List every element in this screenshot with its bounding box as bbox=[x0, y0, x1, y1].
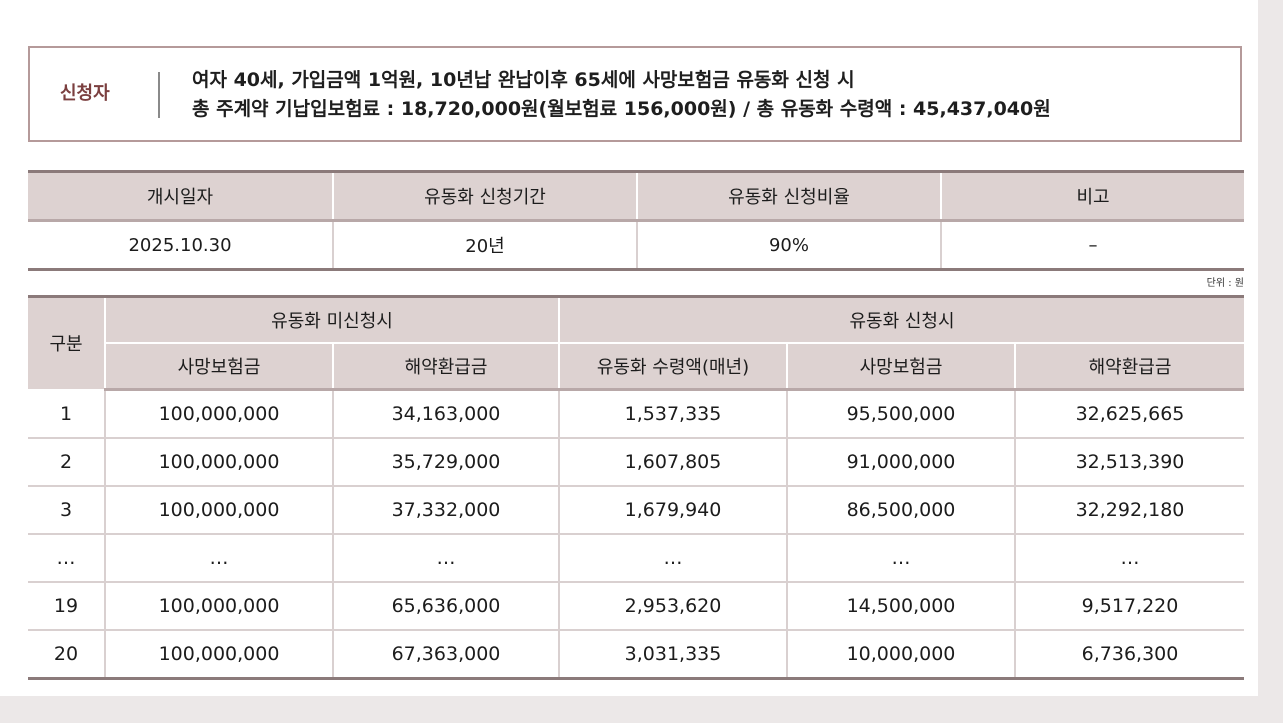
row-year: 19 bbox=[28, 582, 106, 631]
header-category: 구분 bbox=[28, 296, 106, 391]
header-surrender-applied: 해약환급금 bbox=[1015, 343, 1244, 391]
cell-surrender-not-applied: 34,163,000 bbox=[333, 389, 560, 439]
cell-death-benefit-applied: 86,500,000 bbox=[787, 486, 1016, 535]
cell-death-benefit-applied: 95,500,000 bbox=[787, 389, 1016, 439]
cell-death-benefit-not-applied: 100,000,000 bbox=[105, 486, 334, 535]
row-year: … bbox=[28, 534, 106, 583]
applicant-divider bbox=[158, 72, 160, 118]
cell-surrender-applied: 32,625,665 bbox=[1015, 389, 1244, 439]
info-header-row: 개시일자 유동화 신청기간 유동화 신청비율 비고 bbox=[28, 171, 1244, 222]
table-row: 2 100,000,000 35,729,000 1,607,805 91,00… bbox=[28, 438, 1244, 487]
header-death-benefit-applied: 사망보험금 bbox=[787, 343, 1016, 391]
cell-surrender-applied: … bbox=[1015, 534, 1244, 583]
cell-annual-payout: 3,031,335 bbox=[559, 630, 788, 679]
cell-annual-payout: 2,953,620 bbox=[559, 582, 788, 631]
header-annual-payout: 유동화 수령액(매년) bbox=[559, 343, 788, 391]
cell-death-benefit-not-applied: 100,000,000 bbox=[105, 438, 334, 487]
info-note: – bbox=[1088, 234, 1098, 256]
info-value-row: 2025.10.30 20년 90% – bbox=[28, 220, 1244, 270]
header-surrender-not-applied: 해약환급금 bbox=[333, 343, 560, 391]
cell-annual-payout: 1,607,805 bbox=[559, 438, 788, 487]
cell-death-benefit-applied: 10,000,000 bbox=[787, 630, 1016, 679]
table-row: 1 100,000,000 34,163,000 1,537,335 95,50… bbox=[28, 389, 1244, 439]
header-death-benefit-not-applied: 사망보험금 bbox=[105, 343, 334, 391]
group-header-row: 구분 유동화 미신청시 유동화 신청시 bbox=[28, 296, 1244, 391]
cell-death-benefit-applied: 14,500,000 bbox=[787, 582, 1016, 631]
cell-surrender-applied: 9,517,220 bbox=[1015, 582, 1244, 631]
table-row: 19 100,000,000 65,636,000 2,953,620 14,5… bbox=[28, 582, 1244, 631]
table-row: 20 100,000,000 67,363,000 3,031,335 10,0… bbox=[28, 630, 1244, 679]
liquidation-table: 구분 유동화 미신청시 유동화 신청시 사망보험금 해약환급금 유동화 수령액(… bbox=[28, 295, 1244, 680]
cell-death-benefit-not-applied: 100,000,000 bbox=[105, 630, 334, 679]
info-header-start-date: 개시일자 bbox=[28, 171, 334, 222]
cell-surrender-applied: 32,513,390 bbox=[1015, 438, 1244, 487]
info-header-note: 비고 bbox=[941, 171, 1244, 222]
unit-note: 단위 : 원 bbox=[1206, 278, 1244, 289]
info-table: 개시일자 유동화 신청기간 유동화 신청비율 비고 2025.10.30 20년… bbox=[28, 170, 1244, 271]
cell-surrender-not-applied: 37,332,000 bbox=[333, 486, 560, 535]
applicant-line-1: 여자 40세, 가입금액 1억원, 10년납 완납이후 65세에 사망보험금 유… bbox=[192, 69, 855, 91]
info-ratio: 90% bbox=[637, 220, 942, 270]
sub-header-row: 사망보험금 해약환급금 유동화 수령액(매년) 사망보험금 해약환급금 bbox=[28, 343, 1244, 391]
table-row-ellipsis: … … … … … … bbox=[28, 534, 1244, 583]
cell-death-benefit-not-applied: 100,000,000 bbox=[105, 389, 334, 439]
info-header-ratio: 유동화 신청비율 bbox=[637, 171, 942, 222]
cell-annual-payout: 1,537,335 bbox=[559, 389, 788, 439]
cell-surrender-applied: 32,292,180 bbox=[1015, 486, 1244, 535]
row-year: 20 bbox=[28, 630, 106, 679]
row-year: 1 bbox=[28, 389, 106, 439]
info-start-date: 2025.10.30 bbox=[28, 220, 334, 270]
row-year: 2 bbox=[28, 438, 106, 487]
applicant-label: 신청자 bbox=[60, 83, 110, 104]
table-row: 3 100,000,000 37,332,000 1,679,940 86,50… bbox=[28, 486, 1244, 535]
cell-surrender-not-applied: 65,636,000 bbox=[333, 582, 560, 631]
cell-death-benefit-not-applied: … bbox=[105, 534, 334, 583]
applicant-box: 신청자 여자 40세, 가입금액 1억원, 10년납 완납이후 65세에 사망보… bbox=[28, 46, 1242, 142]
info-header-period: 유동화 신청기간 bbox=[333, 171, 638, 222]
cell-death-benefit-not-applied: 100,000,000 bbox=[105, 582, 334, 631]
header-group-applied: 유동화 신청시 bbox=[559, 296, 1244, 344]
document-sheet: 신청자 여자 40세, 가입금액 1억원, 10년납 완납이후 65세에 사망보… bbox=[0, 0, 1258, 696]
cell-surrender-applied: 6,736,300 bbox=[1081, 643, 1179, 665]
info-period: 20년 bbox=[333, 220, 638, 270]
applicant-description: 여자 40세, 가입금액 1억원, 10년납 완납이후 65세에 사망보험금 유… bbox=[192, 66, 1051, 124]
cell-death-benefit-applied: … bbox=[787, 534, 1016, 583]
cell-annual-payout: 1,679,940 bbox=[559, 486, 788, 535]
cell-surrender-not-applied: … bbox=[333, 534, 560, 583]
cell-annual-payout: … bbox=[559, 534, 788, 583]
cell-death-benefit-applied: 91,000,000 bbox=[787, 438, 1016, 487]
header-group-not-applied: 유동화 미신청시 bbox=[105, 296, 560, 344]
applicant-line-2: 총 주계약 기납입보험료 : 18,720,000원(월보험료 156,000원… bbox=[192, 98, 1051, 120]
cell-surrender-not-applied: 67,363,000 bbox=[333, 630, 560, 679]
cell-surrender-not-applied: 35,729,000 bbox=[333, 438, 560, 487]
row-year: 3 bbox=[28, 486, 106, 535]
